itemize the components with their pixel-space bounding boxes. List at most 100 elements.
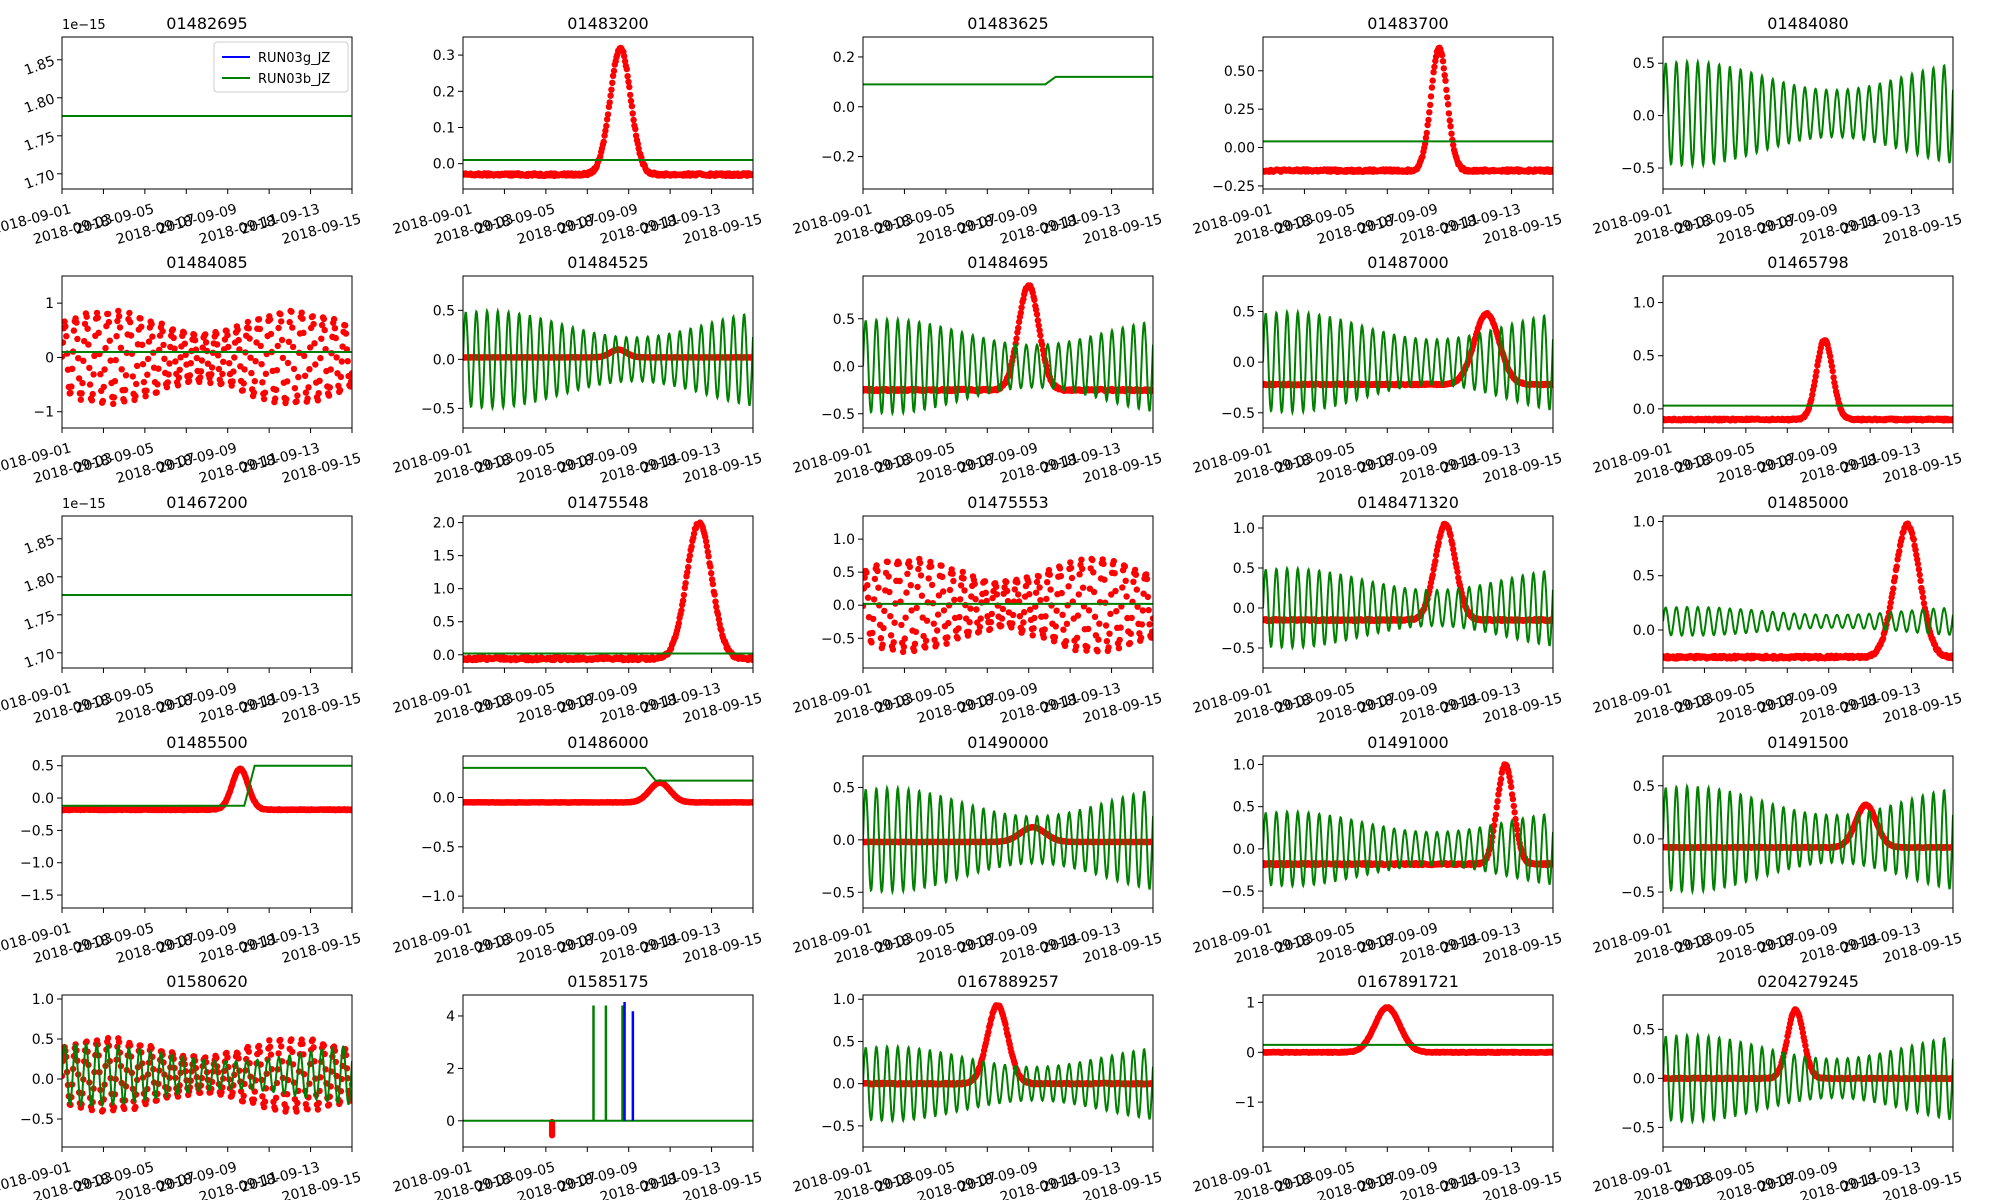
y-tick-label: 0.3 [433, 48, 455, 64]
observed-point [110, 400, 117, 408]
observed-series [1263, 44, 1553, 175]
plot-area [1663, 337, 1953, 424]
observed-point [1445, 110, 1453, 117]
observed-point [1128, 614, 1135, 622]
y-tick-label: 0.5 [833, 565, 855, 581]
observed-point [149, 333, 156, 340]
observed-point [1076, 571, 1083, 578]
subplot-title: 01465798 [1767, 253, 1848, 272]
observed-point [625, 78, 632, 86]
observed-point [225, 343, 232, 351]
observed-point [1422, 134, 1430, 141]
observed-point [1019, 627, 1026, 634]
observed-point [912, 628, 920, 636]
observed-point [935, 592, 943, 599]
observed-point [181, 340, 188, 347]
observed-point [714, 611, 722, 618]
observed-point [1105, 644, 1112, 651]
observed-point [154, 381, 161, 388]
observed-point [887, 613, 894, 620]
observed-point [62, 339, 67, 346]
subplot-01484695: 01484695−0.50.00.52018-09-012018-09-0320… [791, 253, 1164, 487]
observed-point [301, 352, 308, 360]
observed-point [630, 116, 637, 124]
observed-point [260, 395, 268, 403]
observed-point [603, 116, 611, 123]
observed-point [939, 573, 946, 580]
observed-point [1090, 569, 1097, 576]
observed-point [918, 592, 926, 599]
observed-point [609, 72, 617, 80]
y-tick-label: 0.0 [433, 648, 455, 664]
observed-point [976, 623, 984, 631]
observed-point [1044, 579, 1051, 586]
subplot-title: 0148471320 [1357, 493, 1459, 512]
plot-area [62, 307, 352, 408]
observed-point [945, 619, 952, 627]
subplot-title: 01485000 [1767, 493, 1848, 512]
observed-point [338, 358, 345, 365]
observed-point [77, 396, 85, 403]
subplot-01483625: 01483625−0.20.00.22018-09-012018-09-0320… [791, 14, 1164, 248]
observed-point [1095, 636, 1102, 643]
observed-point [348, 806, 352, 813]
observed-point [1812, 373, 1819, 380]
plot-area [1663, 58, 1953, 170]
observed-point [1101, 576, 1108, 583]
observed-point [73, 319, 80, 326]
observed-point [80, 357, 87, 364]
observed-point [887, 632, 895, 639]
observed-point [220, 358, 227, 365]
observed-point [749, 799, 753, 806]
observed-series [62, 765, 352, 814]
observed-point [600, 138, 607, 145]
y-tick-label: 0.5 [32, 759, 54, 775]
y-tick-label: 0.0 [32, 791, 54, 807]
observed-point [1107, 610, 1114, 618]
observed-point [1113, 608, 1120, 615]
observed-point [1126, 639, 1134, 647]
axes-frame [61, 36, 353, 190]
observed-point [1916, 571, 1923, 579]
observed-point [301, 372, 309, 379]
y-tick-label: 0.0 [433, 157, 455, 173]
observed-point [886, 588, 893, 596]
observed-point [1432, 552, 1440, 559]
observed-point [115, 307, 122, 315]
observed-point [1032, 589, 1040, 596]
subplot-01490000: 01490000−0.50.00.52018-09-012018-09-0320… [791, 733, 1164, 967]
observed-point [621, 53, 628, 60]
observed-point [1127, 630, 1135, 637]
observed-point [106, 337, 114, 344]
subplot-01467200: 014672001.701.751.801.851e−152018-09-012… [0, 493, 363, 727]
observed-point [299, 315, 306, 322]
plot-area [62, 764, 352, 814]
y-tick-label: 1.85 [22, 532, 57, 558]
observed-point [144, 371, 151, 378]
observed-point [718, 627, 725, 634]
y-tick-label: 0.0 [1633, 402, 1655, 418]
observed-point [965, 628, 972, 636]
observed-point [231, 354, 238, 361]
y-tick-label: −0.5 [1621, 161, 1655, 177]
observed-point [75, 375, 83, 382]
observed-point [88, 397, 96, 404]
observed-point [603, 122, 610, 130]
observed-series [863, 555, 1153, 656]
observed-point [1450, 141, 1457, 149]
observed-point [1090, 588, 1098, 596]
observed-point [1056, 565, 1064, 572]
observed-point [291, 385, 299, 392]
observed-point [1013, 335, 1020, 342]
observed-point [1033, 578, 1041, 586]
observed-point [127, 332, 135, 339]
observed-point [602, 127, 609, 134]
observed-point [318, 321, 326, 329]
observed-point [1035, 322, 1042, 329]
observed-point [749, 656, 753, 664]
observed-point [1102, 622, 1110, 629]
axes-frame [462, 275, 754, 429]
observed-point [310, 320, 317, 328]
observed-point [94, 314, 102, 321]
